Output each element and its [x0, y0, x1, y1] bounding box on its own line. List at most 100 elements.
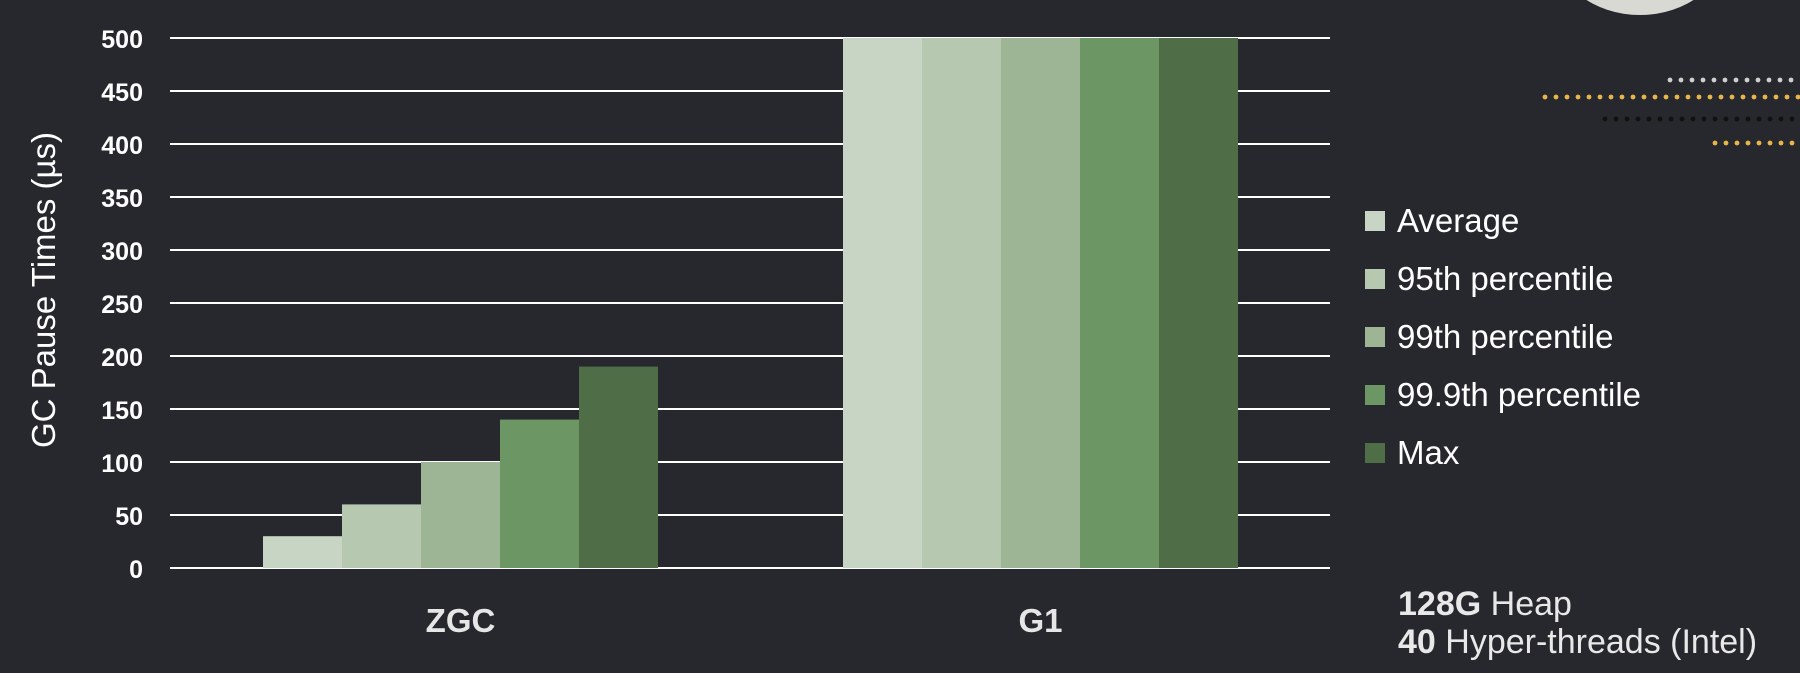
decor-dot: [1762, 94, 1768, 100]
legend-label: 99th percentile: [1397, 318, 1614, 355]
legend-label: 99.9th percentile: [1397, 376, 1642, 413]
legend-item-max: Max: [1365, 424, 1641, 482]
bar-zgc-2: [421, 462, 500, 568]
decor-dot: [1630, 94, 1636, 100]
decor-dot: [1619, 94, 1625, 100]
decor-dot: [1778, 140, 1784, 146]
y-tick-label: 300: [101, 238, 143, 266]
decor-dot: [1766, 77, 1772, 83]
decor-dot: [1723, 116, 1729, 122]
decor-dot: [1641, 94, 1647, 100]
decor-dot: [1586, 94, 1592, 100]
legend-item-95th-percentile: 95th percentile: [1365, 250, 1641, 308]
decor-dot: [1668, 116, 1674, 122]
y-tick-label: 400: [101, 132, 143, 160]
decor-dot: [1635, 116, 1641, 122]
threads-label: Hyper-threads (Intel): [1435, 623, 1758, 661]
decor-dot: [1646, 116, 1652, 122]
bar-g1-0: [843, 38, 922, 568]
decor-dot: [1700, 77, 1706, 83]
decor-dot: [1667, 77, 1673, 83]
decorative-dots: [1542, 77, 1800, 146]
y-tick-label: 250: [101, 291, 143, 319]
bars: [263, 38, 1238, 568]
decor-dot: [1608, 94, 1614, 100]
decor-dot: [1789, 140, 1795, 146]
bar-zgc-1: [342, 504, 421, 568]
decor-dot: [1685, 94, 1691, 100]
decor-dot: [1734, 116, 1740, 122]
decor-dot: [1712, 116, 1718, 122]
decor-dot: [1597, 94, 1603, 100]
decor-dot: [1542, 94, 1548, 100]
legend: Average 95th percentile 99th percentile …: [1365, 192, 1641, 482]
decor-dot: [1767, 116, 1773, 122]
decor-dot: [1723, 140, 1729, 146]
bar-g1-1: [922, 38, 1001, 568]
y-tick-labels: 0 50 100 150 200 250 300 350 400 450 500: [101, 26, 143, 584]
decor-dot: [1624, 116, 1630, 122]
y-tick-label: 0: [129, 556, 143, 584]
decor-dot: [1789, 116, 1795, 122]
bar-zgc-4: [579, 366, 658, 568]
decor-dot: [1707, 94, 1713, 100]
legend-label: Max: [1397, 434, 1460, 471]
decor-dot: [1701, 116, 1707, 122]
bar-g1-3: [1080, 38, 1159, 568]
decor-dot: [1679, 116, 1685, 122]
legend-swatch: [1365, 385, 1385, 405]
decor-dot: [1767, 140, 1773, 146]
decor-dot: [1795, 94, 1800, 100]
decor-dot: [1652, 94, 1658, 100]
decor-dot: [1740, 94, 1746, 100]
decor-dot: [1729, 94, 1735, 100]
legend-swatch: [1365, 211, 1385, 231]
threads-line: 40 Hyper-threads (Intel): [1398, 623, 1757, 661]
decor-dot: [1756, 116, 1762, 122]
decor-dot: [1734, 140, 1740, 146]
decor-dot: [1744, 77, 1750, 83]
x-category-label: ZGC: [426, 602, 496, 639]
decor-dot: [1690, 116, 1696, 122]
decor-dot: [1756, 140, 1762, 146]
decor-dot: [1718, 94, 1724, 100]
bar-zgc-3: [500, 419, 579, 568]
y-tick-label: 100: [101, 450, 143, 478]
y-tick-label: 50: [115, 503, 143, 531]
heap-size-line: 128G Heap: [1398, 585, 1757, 623]
decor-dot: [1712, 140, 1718, 146]
y-axis-label: GC Pause Times (µs): [25, 132, 62, 448]
decor-dot: [1689, 77, 1695, 83]
decor-dot: [1657, 116, 1663, 122]
bar-g1-2: [1001, 38, 1080, 568]
decor-dot: [1711, 77, 1717, 83]
decor-dot: [1613, 116, 1619, 122]
bar-zgc-0: [263, 536, 342, 568]
legend-swatch: [1365, 443, 1385, 463]
decor-dot: [1784, 94, 1790, 100]
heap-size-label: Heap: [1481, 585, 1572, 623]
decor-dot: [1602, 116, 1608, 122]
decor-dot: [1751, 94, 1757, 100]
legend-label: 95th percentile: [1397, 260, 1614, 297]
y-tick-label: 200: [101, 344, 143, 372]
y-tick-label: 150: [101, 397, 143, 425]
decor-dot: [1678, 77, 1684, 83]
bar-g1-4: [1159, 38, 1238, 568]
heap-size-value: 128G: [1398, 585, 1482, 623]
test-configuration-note: 128G Heap 40 Hyper-threads (Intel): [1398, 585, 1757, 661]
legend-label: Average: [1397, 202, 1520, 239]
decor-dot: [1733, 77, 1739, 83]
legend-swatch: [1365, 269, 1385, 289]
decor-dot: [1777, 77, 1783, 83]
legend-item-99th-percentile: 99th percentile: [1365, 308, 1641, 366]
decor-dot: [1722, 77, 1728, 83]
legend-item-average: Average: [1365, 192, 1641, 250]
decor-dot: [1755, 77, 1761, 83]
legend-swatch: [1365, 327, 1385, 347]
decor-dot: [1696, 94, 1702, 100]
x-category-labels: ZGC G1: [426, 602, 1063, 639]
decor-dot: [1575, 94, 1581, 100]
x-category-label: G1: [1018, 602, 1062, 639]
